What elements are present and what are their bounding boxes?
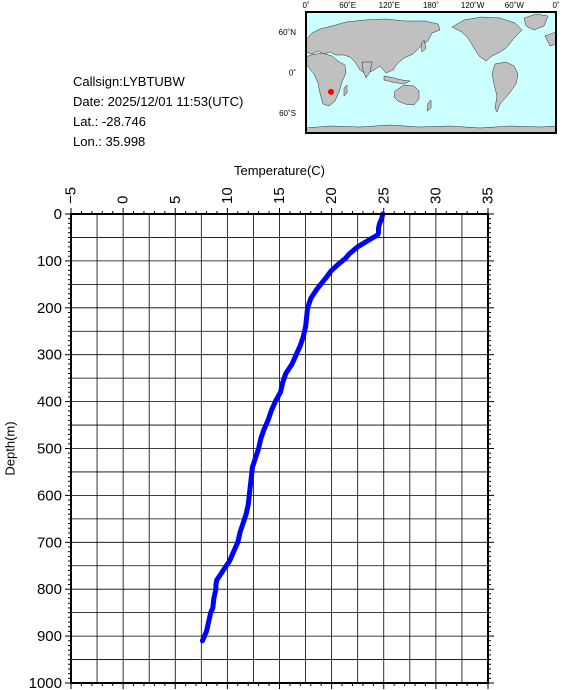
x-tick-label: −5 [63, 187, 80, 204]
map-latitude-labels: 60˚N 0˚ 60˚S [279, 28, 297, 118]
y-tick-label: 500 [37, 441, 62, 458]
map-lon-label: 120˚W [461, 1, 485, 10]
y-tick-label: 300 [37, 347, 62, 364]
y-tick-labels: 0 100 200 300 400 500 600 700 800 900 1000 [29, 206, 62, 690]
y-tick-label: 800 [37, 581, 62, 598]
y-tick-label: 700 [37, 534, 62, 551]
map-longitude-labels: 0˚ 60˚E 120˚E 180˚ 120˚W 60˚W 0˚ [302, 1, 559, 10]
x-tick-label: 25 [375, 187, 392, 204]
y-tick-label: 200 [37, 300, 62, 317]
map-lon-label: 0˚ [302, 1, 309, 10]
map-lon-label: 180˚ [423, 1, 439, 10]
map-lon-label: 120˚E [379, 1, 400, 10]
date-text: Date: 2025/12/01 11:53(UTC) [73, 94, 243, 109]
station-location-marker [327, 88, 334, 95]
eurasia-landmass [305, 18, 441, 75]
africa-landmass [305, 52, 347, 107]
x-axis-title: Temperature(C) [234, 163, 325, 178]
x-tick-label: 20 [323, 187, 340, 204]
temperature-profile-line [199, 211, 386, 644]
new-zealand-landmass [426, 99, 432, 112]
map-land [305, 13, 557, 134]
x-tick-labels: −5 0 5 10 15 20 25 30 35 [63, 187, 497, 204]
madagascar-landmass [343, 84, 348, 97]
south-america-landmass [491, 61, 519, 113]
x-tick-label: 5 [167, 196, 184, 204]
lat-text: Lat.: -28.746 [73, 114, 146, 129]
x-tick-label: 30 [427, 187, 444, 204]
australia-landmass [393, 84, 420, 106]
india-landmass [361, 61, 373, 79]
temperature-profile-chart: −5 0 5 10 15 20 25 30 35 01002003004005006007008… [3, 163, 497, 690]
y-tick-label: 0 [54, 206, 62, 223]
callsign-text: Callsign:LYBTUBW [73, 74, 185, 89]
map-lon-label: 60˚E [339, 1, 356, 10]
x-tick-label: 15 [271, 187, 288, 204]
greenland-landmass [523, 13, 549, 31]
lon-text: Lon.: 35.998 [73, 134, 145, 149]
station-info: Callsign:LYBTUBW Date: 2025/12/01 11:53(… [73, 74, 243, 149]
y-tick-label: 400 [37, 394, 62, 411]
x-tick-label: 0 [115, 196, 132, 204]
map-lat-label: 60˚S [279, 109, 296, 118]
map-lon-label: 0˚ [552, 1, 559, 10]
japan-landmass [420, 39, 427, 53]
y-axis-title: Depth(m) [3, 421, 18, 475]
map-lon-label: 60˚W [505, 1, 525, 10]
x-tick-label: 35 [480, 187, 497, 204]
y-tick-label: 600 [37, 487, 62, 504]
plot-frame [70, 213, 489, 684]
chart-series-layer [199, 211, 386, 644]
map-lat-label: 60˚N [279, 28, 297, 37]
map-frame [305, 11, 557, 134]
y-tick-label: 1000 [29, 675, 62, 690]
x-tick-label: 10 [219, 187, 236, 204]
chart-grid [70, 213, 489, 684]
indonesia-landmass [383, 75, 411, 85]
location-map: 0˚ 60˚E 120˚E 180˚ 120˚W 60˚W 0˚ 60˚N 0˚ 60˚S [279, 1, 560, 134]
y-tick-label: 900 [37, 628, 62, 645]
north-america-landmass [451, 16, 523, 62]
y-tick-label: 100 [37, 253, 62, 270]
map-lat-label: 0˚ [289, 69, 296, 78]
